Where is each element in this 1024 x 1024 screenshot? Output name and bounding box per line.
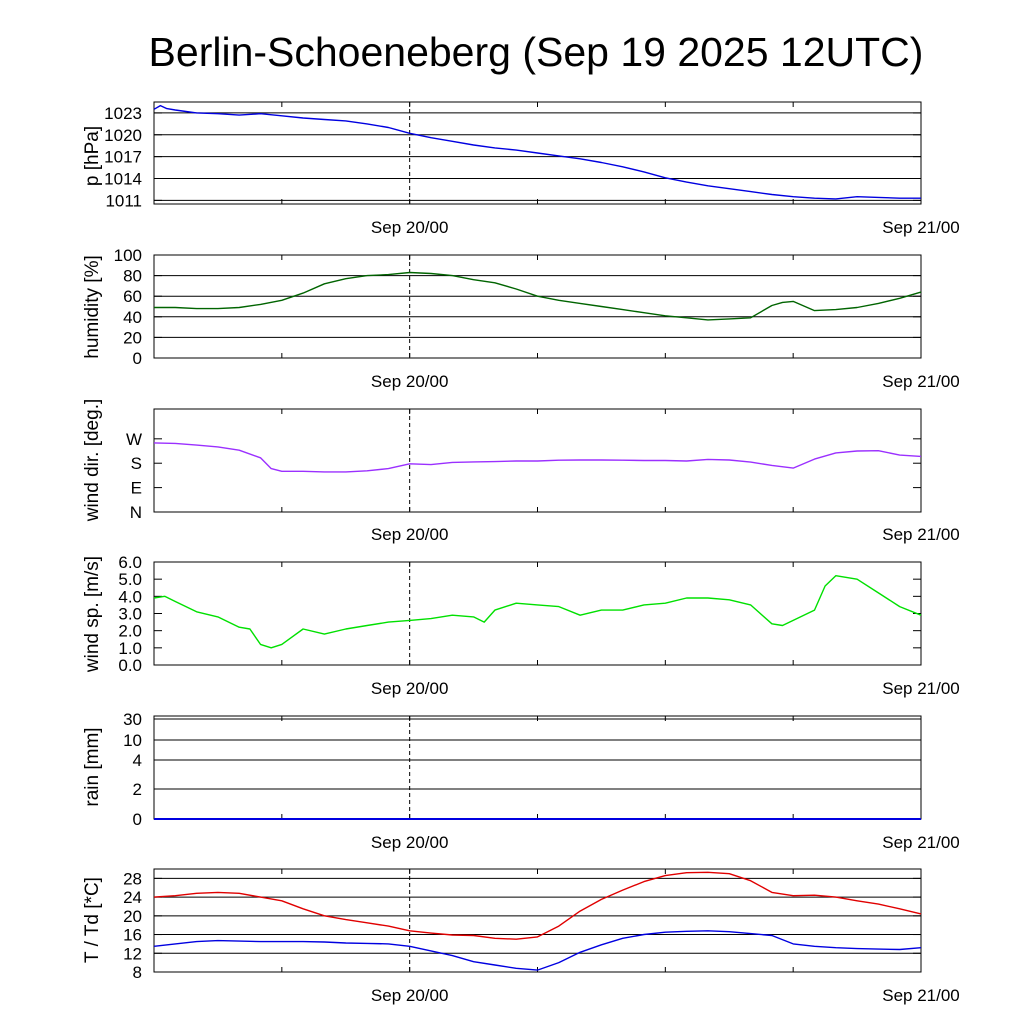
y-axis-label: rain [mm] (82, 727, 103, 806)
y-tick-label: 2.0 (118, 622, 142, 641)
y-tick-label: 3.0 (118, 605, 142, 624)
y-tick-label: 5.0 (118, 570, 142, 589)
y-tick-label: 24 (123, 888, 142, 907)
panel-wind-speed: 0.01.02.03.04.05.06.0 wind sp. [m/s] Sep 2… (82, 553, 960, 698)
y-tick-label: 6.0 (118, 553, 142, 572)
chart-title: Berlin-Schoeneberg (Sep 19 2025 12UTC) (149, 29, 924, 75)
plot-frame (153, 715, 922, 820)
series-line-t (153, 871, 922, 940)
panel-rain: 0 2 410 30 rain [mm] Sep 20/00 Sep 21/00 (82, 710, 960, 852)
y-axis-label: p [hPa] (82, 126, 103, 186)
y-axis-label: humidity [%] (82, 255, 103, 358)
y-tick-label: 0 (133, 810, 142, 829)
y-tick-label: 30 (123, 710, 142, 729)
x-tick-label: Sep 21/00 (882, 525, 960, 544)
y-tick-label: 0.0 (118, 656, 142, 675)
y-axis-label: wind dir. [deg.] (82, 399, 103, 523)
y-tick-label: 40 (123, 308, 142, 327)
y-tick-label: 1.0 (118, 639, 142, 658)
x-tick-label: Sep 21/00 (882, 986, 960, 1005)
y-tick-label: 0 (133, 349, 142, 368)
y-tick-label: 1011 (105, 191, 142, 210)
y-tick-label: 8 (133, 963, 142, 982)
y-tick-label: 16 (123, 926, 142, 945)
y-tick-label: 10 (123, 731, 142, 750)
x-tick-label: Sep 20/00 (371, 218, 449, 237)
x-tick-label: Sep 21/00 (882, 372, 960, 391)
x-tick-label: Sep 20/00 (371, 986, 449, 1005)
series-line-wind-direction (153, 442, 922, 473)
y-tick-label: 1014 (104, 170, 142, 189)
x-tick-label: Sep 21/00 (882, 218, 960, 237)
x-tick-label: Sep 21/00 (882, 833, 960, 852)
y-tick-label: W (126, 430, 142, 449)
y-tick-label: 20 (123, 328, 142, 347)
y-tick-label: 1023 (104, 104, 142, 123)
series-line-td (153, 930, 922, 971)
x-tick-label: Sep 20/00 (371, 525, 449, 544)
x-tick-label: Sep 20/00 (371, 679, 449, 698)
y-tick-label: S (131, 454, 142, 473)
x-tick-label: Sep 20/00 (371, 372, 449, 391)
y-tick-label: 4.0 (118, 587, 142, 606)
series-line-pressure (153, 104, 921, 200)
y-tick-label: 28 (123, 869, 142, 888)
y-tick-label: 4 (133, 751, 142, 770)
y-tick-label: 80 (123, 267, 142, 286)
y-tick-label: 12 (123, 944, 142, 963)
y-tick-label: 60 (123, 287, 142, 306)
y-tick-label: 20 (123, 907, 142, 926)
y-tick-label: 2 (133, 780, 142, 799)
series-line-wind-speed (153, 575, 922, 649)
y-axis-label: T / Td [*C] (82, 877, 103, 963)
y-tick-label: 1020 (104, 126, 142, 145)
y-tick-label: 1017 (104, 148, 142, 167)
x-tick-label: Sep 20/00 (371, 833, 449, 852)
y-tick-label: 100 (114, 246, 142, 265)
y-tick-label: N (130, 503, 142, 522)
plot-frame (153, 868, 922, 973)
y-axis-label: wind sp. [m/s] (82, 556, 103, 673)
y-tick-label: E (131, 479, 142, 498)
x-tick-label: Sep 21/00 (882, 679, 960, 698)
series-line-humidity (154, 271, 922, 321)
